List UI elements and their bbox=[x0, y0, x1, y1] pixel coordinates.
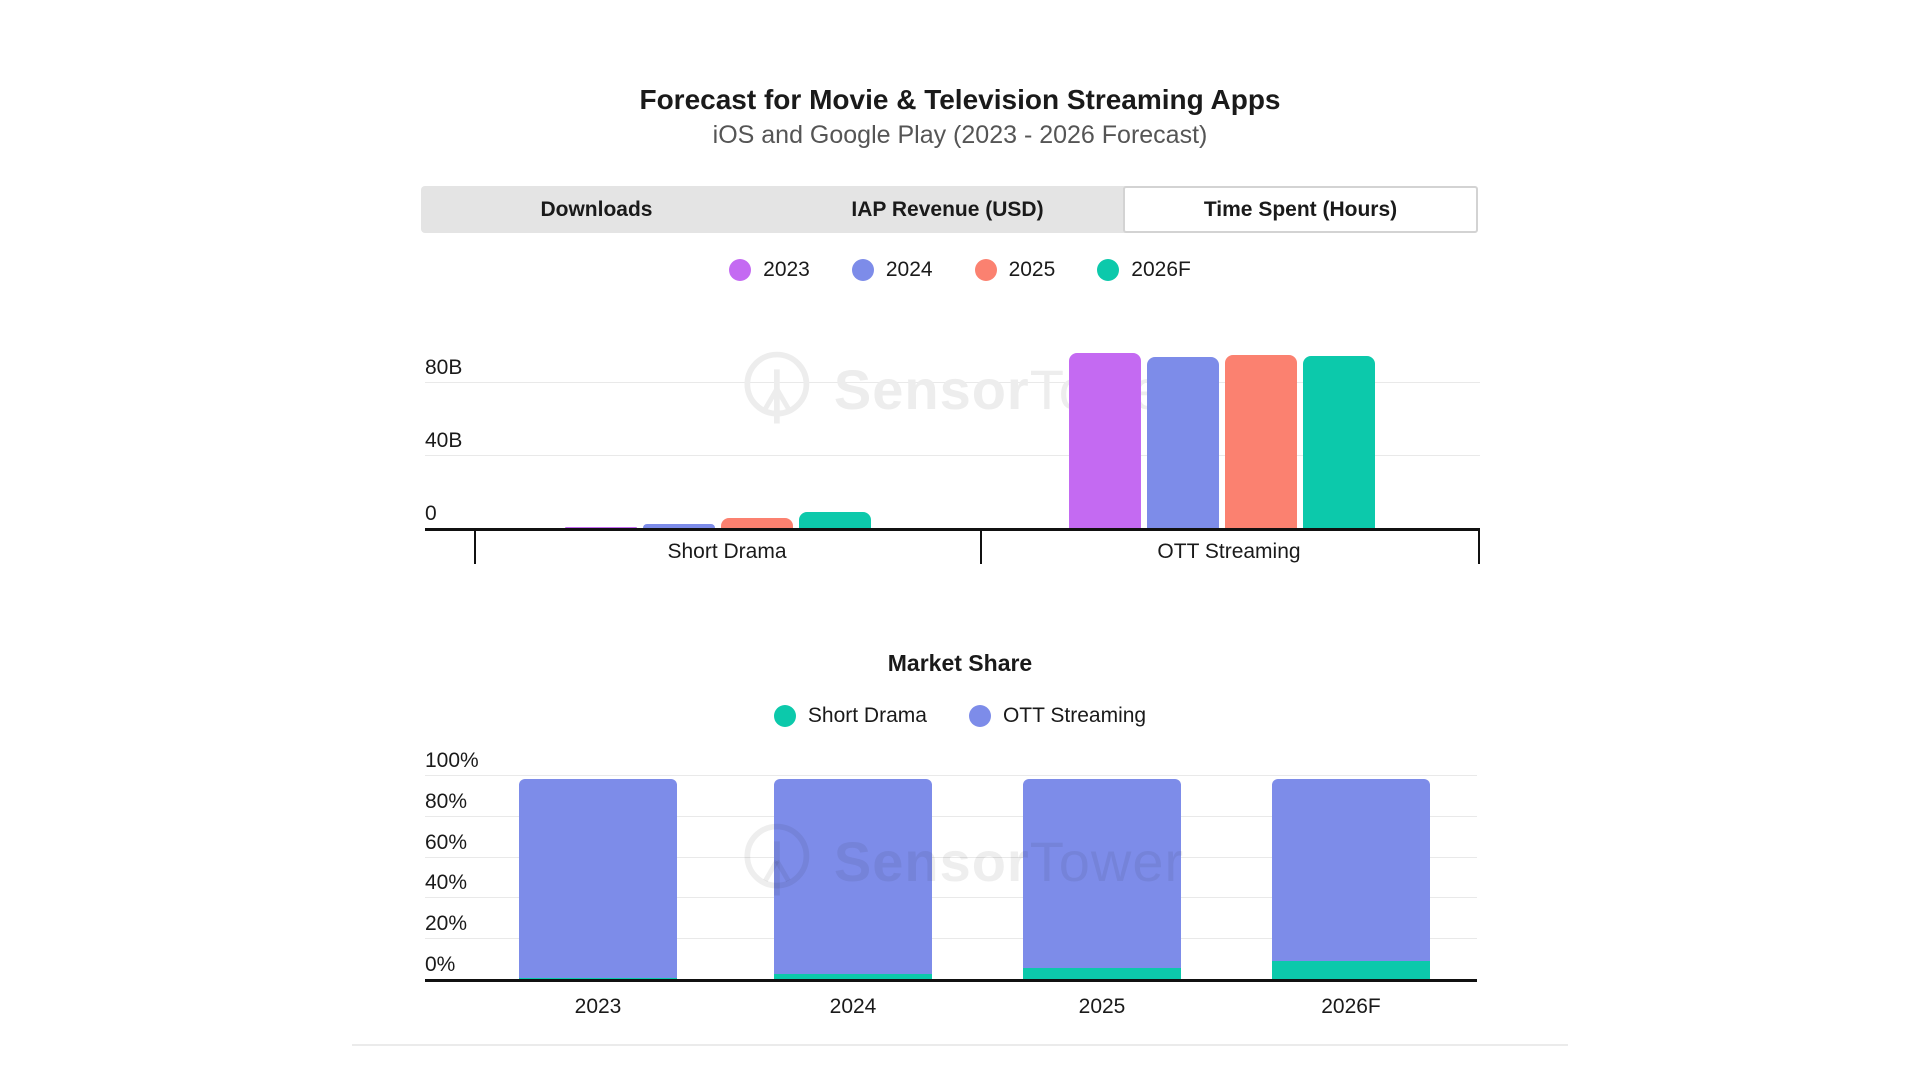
legend-label-short-drama: Short Drama bbox=[807, 704, 927, 727]
segment-short-drama-2024 bbox=[774, 973, 932, 979]
legend-label-2024: 2024 bbox=[885, 258, 933, 281]
chart1-legend: 2023 2024 2025 2026F bbox=[0, 258, 1920, 282]
chart2-ytick-100: 100% bbox=[425, 749, 479, 772]
bar-short-drama-2023 bbox=[565, 526, 637, 528]
legend-item-2024[interactable]: 2024 bbox=[851, 258, 933, 282]
chart1-category-ott-streaming: OTT Streaming bbox=[1157, 540, 1301, 563]
segment-ott-2026f bbox=[1272, 779, 1430, 961]
chart2-gridline-20 bbox=[425, 938, 1477, 940]
legend-label-2025: 2025 bbox=[1008, 258, 1056, 281]
chart2-stack-2025 bbox=[1023, 779, 1181, 979]
chart2-ytick-20: 20% bbox=[425, 912, 468, 935]
legend-swatch-2026f-icon bbox=[1097, 259, 1120, 281]
legend-item-ott-streaming[interactable]: OTT Streaming bbox=[968, 704, 1147, 728]
chart1-tick-middle bbox=[980, 528, 982, 564]
chart1-plot-area bbox=[425, 330, 1480, 528]
segment-short-drama-2025 bbox=[1023, 967, 1181, 979]
chart2-ytick-60: 60% bbox=[425, 831, 468, 854]
legend-label-2023: 2023 bbox=[763, 258, 810, 281]
legend-swatch-2025-icon bbox=[974, 259, 997, 281]
chart2-gridline-80 bbox=[425, 815, 1477, 817]
chart2-stack-2026f bbox=[1272, 779, 1430, 979]
legend-swatch-short-drama-icon bbox=[773, 705, 796, 727]
legend-item-short-drama[interactable]: Short Drama bbox=[773, 704, 927, 728]
segment-short-drama-2023 bbox=[519, 977, 677, 979]
tab-downloads[interactable]: Downloads bbox=[540, 197, 653, 221]
metric-tabbar: Downloads IAP Revenue (USD) Time Spent (… bbox=[421, 186, 1478, 233]
chart1-gridline-80b bbox=[425, 382, 1480, 383]
segment-ott-2025 bbox=[1023, 779, 1181, 968]
legend-item-2025[interactable]: 2025 bbox=[974, 258, 1056, 282]
page-divider bbox=[352, 1044, 1568, 1046]
legend-label-2026f: 2026F bbox=[1131, 258, 1191, 281]
chart1-tick-left bbox=[474, 528, 476, 564]
bar-short-drama-2026f bbox=[799, 511, 871, 528]
sensortower-logo-icon bbox=[744, 351, 810, 424]
legend-item-2023[interactable]: 2023 bbox=[729, 258, 810, 282]
segment-ott-2023 bbox=[519, 778, 677, 978]
watermark-text-light: Tower bbox=[1029, 829, 1185, 893]
chart2-ytick-40: 40% bbox=[425, 871, 468, 894]
watermark-sensortower-2: SensorTower bbox=[736, 820, 1184, 902]
chart2-ytick-80: 80% bbox=[425, 790, 468, 813]
chart2-xlabel-2026f: 2026F bbox=[1321, 995, 1381, 1018]
chart1-group-ott-streaming bbox=[1069, 352, 1375, 528]
chart2-stack-2024 bbox=[774, 779, 932, 979]
chart1-ytick-40b: 40B bbox=[425, 429, 463, 452]
chart2-legend: Short Drama OTT Streaming bbox=[0, 704, 1920, 728]
chart1-category-short-drama: Short Drama bbox=[667, 540, 787, 563]
bar-ott-2024 bbox=[1147, 357, 1219, 528]
chart1-x-axis bbox=[425, 528, 1480, 531]
bar-ott-2026f bbox=[1303, 355, 1375, 528]
segment-short-drama-2026f bbox=[1272, 960, 1430, 979]
bar-short-drama-2025 bbox=[721, 517, 793, 528]
legend-swatch-2023-icon bbox=[729, 259, 752, 281]
chart2-ytick-0: 0% bbox=[425, 953, 456, 976]
chart1-ytick-80b: 80B bbox=[425, 356, 463, 379]
chart1-ytick-0: 0 bbox=[425, 502, 437, 525]
watermark-text-bold: Sensor bbox=[833, 357, 1030, 421]
legend-swatch-2024-icon bbox=[851, 259, 874, 281]
chart2-gridline-40 bbox=[425, 897, 1477, 899]
watermark-text-bold: Sensor bbox=[833, 829, 1030, 893]
legend-swatch-ott-streaming-icon bbox=[968, 705, 991, 727]
bar-short-drama-2024 bbox=[643, 524, 715, 528]
chart2-xlabel-2023: 2023 bbox=[574, 995, 622, 1018]
bar-ott-2023 bbox=[1069, 352, 1141, 528]
bar-ott-2025 bbox=[1225, 354, 1297, 528]
sensortower-logo-icon bbox=[744, 823, 810, 896]
page-title: Forecast for Movie & Television Streamin… bbox=[639, 84, 1281, 115]
chart2-xlabel-2024: 2024 bbox=[829, 995, 877, 1018]
chart1-gridline-40b bbox=[425, 455, 1480, 456]
chart2-x-axis bbox=[425, 979, 1477, 982]
chart2-gridline-100 bbox=[425, 775, 1477, 776]
legend-item-2026f[interactable]: 2026F bbox=[1097, 258, 1191, 282]
legend-label-ott-streaming: OTT Streaming bbox=[1002, 704, 1147, 727]
chart2-gridline-60 bbox=[425, 856, 1477, 858]
chart1-group-short-drama bbox=[565, 511, 871, 528]
market-share-title: Market Share bbox=[887, 650, 1033, 676]
segment-ott-2024 bbox=[774, 779, 932, 974]
chart2-stack-2023 bbox=[519, 778, 677, 979]
chart1-tick-right bbox=[1478, 528, 1480, 564]
page-subtitle: iOS and Google Play (2023 - 2026 Forecas… bbox=[712, 121, 1208, 149]
chart2-plot-area bbox=[425, 775, 1477, 979]
tab-iap-revenue[interactable]: IAP Revenue (USD) bbox=[851, 197, 1044, 221]
tab-time-spent[interactable]: Time Spent (Hours) bbox=[1123, 186, 1478, 233]
chart2-xlabel-2025: 2025 bbox=[1078, 995, 1126, 1018]
